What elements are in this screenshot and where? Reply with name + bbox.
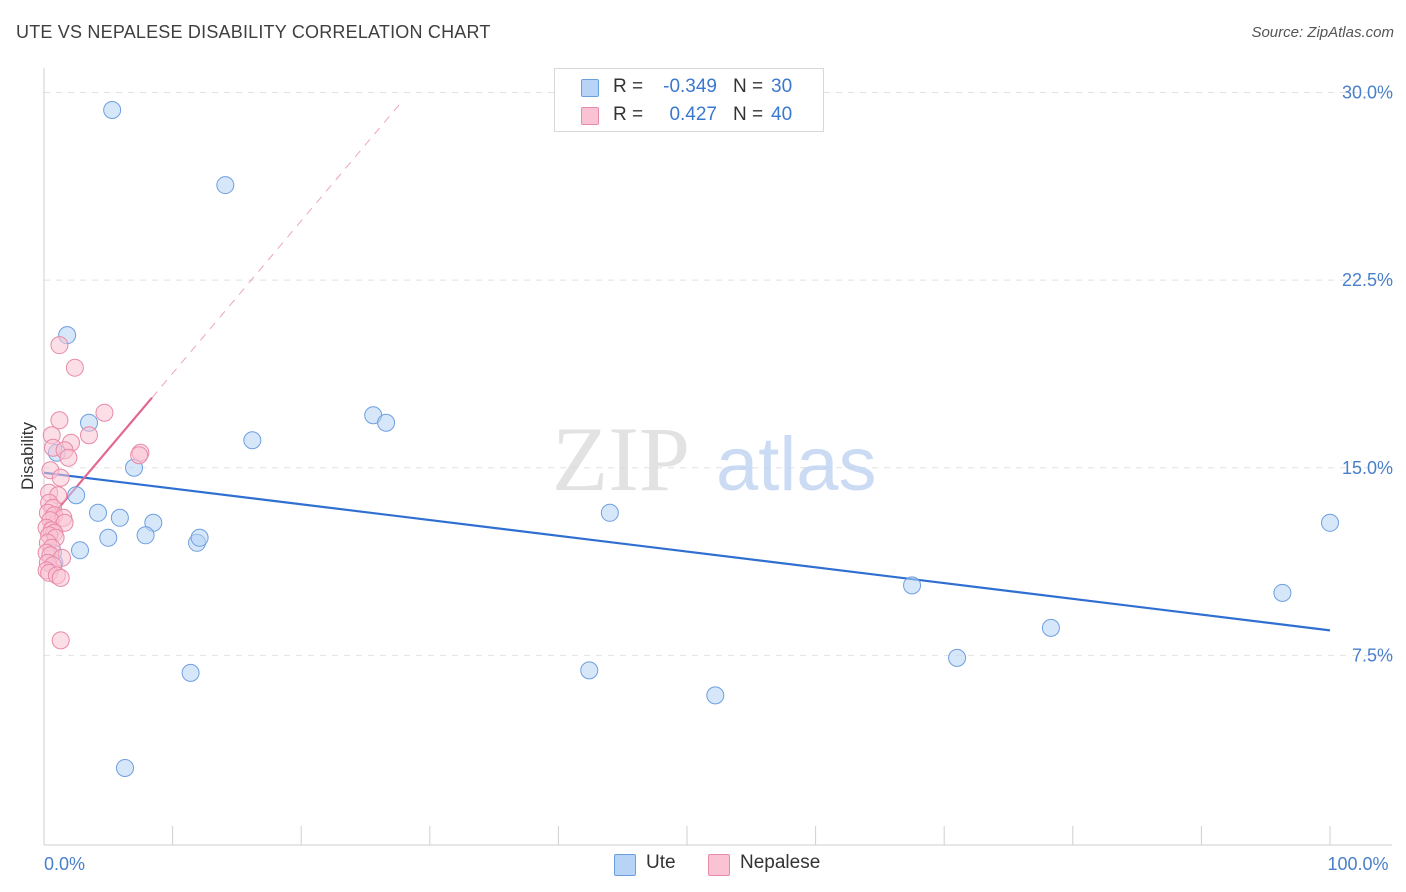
legend-n-value: 30 [771,76,793,97]
point-ute [116,758,135,777]
point-nepalese [51,468,70,487]
point-nepalese [51,568,70,587]
point-nepalese [50,411,69,430]
point-nepalese [59,448,78,467]
legend-label-ute: Ute [646,852,676,873]
point-ute [600,503,619,522]
legend-row-nepalese: R = 0.427 N = 40 [555,101,823,129]
y-tick-label: 15.0% [1342,458,1393,478]
x-tick-label: 100.0% [1327,854,1388,874]
x-tick-label: 0.0% [44,854,85,874]
source-note: Source: ZipAtlas.com [1251,24,1394,41]
axis-labels: 7.5% 15.0% 22.5% 30.0% 0.0% 100.0% Disability [18,83,1393,874]
point-nepalese [95,403,114,422]
point-ute [377,413,396,432]
point-ute [903,576,922,595]
watermark: ZIP atlas [552,408,877,510]
point-ute [216,176,235,195]
point-ute [1273,583,1292,602]
legend-swatch-nepalese [708,854,730,876]
legend-swatch-ute [614,854,636,876]
legend-r-value: 0.427 [669,104,717,125]
point-ute [243,431,262,450]
point-ute [89,503,108,522]
watermark-atlas: atlas [716,422,877,507]
point-ute [948,648,967,667]
trendline-ute [43,471,1331,632]
point-ute [67,486,86,505]
point-ute [99,528,118,547]
data-points [37,101,1339,777]
legend-label-nepalese: Nepalese [740,852,821,873]
legend-swatch-ute [581,79,599,97]
legend-n-label: N = [733,76,764,97]
legend-swatch-nepalese [581,107,599,125]
y-tick-label: 7.5% [1352,645,1393,665]
point-ute [1041,618,1060,637]
point-nepalese [51,631,70,650]
watermark-zip: ZIP [552,408,690,510]
legend-r-label: R = [613,76,644,97]
point-nepalese [130,446,149,465]
point-ute [71,541,90,560]
series-legend: Ute Nepalese [0,852,1406,876]
legend-n-value: 40 [771,104,793,125]
legend-n-label: N = [733,104,764,125]
trendline-nepalese [43,396,153,527]
y-tick-label: 22.5% [1342,270,1393,290]
point-ute [110,508,129,527]
legend-r-value: -0.349 [663,76,717,97]
point-ute [136,526,155,545]
point-nepalese [65,358,84,377]
chart-title: UTE VS NEPALESE DISABILITY CORRELATION C… [16,22,491,42]
trendline-nepalese-dashed [151,104,400,399]
grid-lines [44,92,1392,656]
point-ute [103,101,122,120]
point-nepalese [50,336,69,355]
y-axis-label: Disability [18,421,37,490]
correlation-legend: R = -0.349 N = 30 R = 0.427 N = 40 [554,68,824,132]
legend-row-ute: R = -0.349 N = 30 [555,73,823,101]
trendlines [43,104,1331,632]
axes [43,68,1392,846]
legend-r-label: R = [613,104,644,125]
point-ute [706,686,725,705]
y-tick-label: 30.0% [1342,83,1393,103]
point-ute [181,663,200,682]
point-ute [1321,513,1339,532]
point-ute [190,528,209,547]
point-ute [580,661,599,680]
point-nepalese [80,426,99,445]
